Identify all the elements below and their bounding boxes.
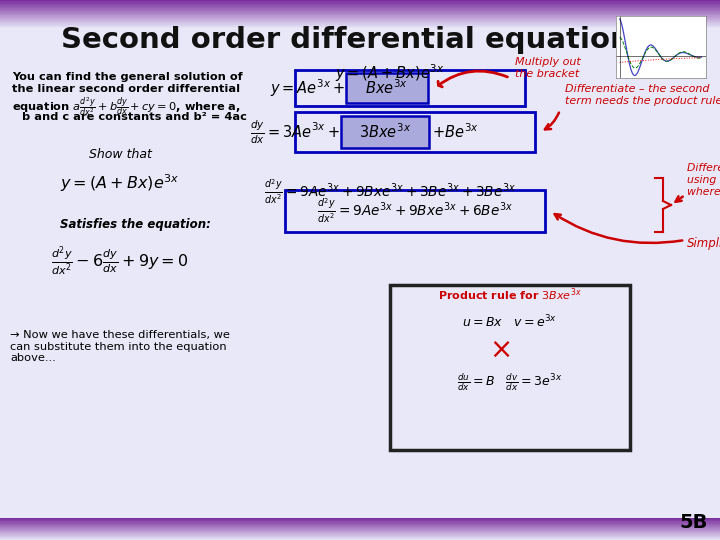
Text: Product rule for $3Bxe^{3x}$: Product rule for $3Bxe^{3x}$ [438, 287, 582, 303]
Bar [0, 9, 720, 10]
Text: → Now we have these differentials, we
can substitute them into the equation
abov: → Now we have these differentials, we ca… [10, 330, 230, 363]
Bar [0, 528, 720, 529]
Text: Multiply out
the bracket: Multiply out the bracket [515, 57, 581, 79]
Text: Differentiate again,
using the product rule
where needed: Differentiate again, using the product r… [687, 164, 720, 197]
Bar [295, 70, 525, 106]
Bar [0, 19, 720, 21]
Bar [0, 12, 720, 14]
Text: $Bxe^{3x}$: $Bxe^{3x}$ [366, 79, 408, 97]
Text: $\frac{du}{dx} = B \quad \frac{dv}{dx} = 3e^{3x}$: $\frac{du}{dx} = B \quad \frac{dv}{dx} =… [457, 371, 563, 393]
Text: $\frac{dy}{dx} = 3Ae^{3x}+$: $\frac{dy}{dx} = 3Ae^{3x}+$ [250, 118, 340, 146]
Bar [0, 526, 720, 527]
Bar [0, 26, 720, 28]
Text: $\times$: $\times$ [490, 336, 510, 364]
Bar [0, 1, 720, 2]
Bar [0, 15, 720, 16]
Bar [0, 538, 720, 539]
Bar [0, 533, 720, 534]
Text: $+Be^{3x}$: $+Be^{3x}$ [432, 123, 479, 141]
Text: equation $a\frac{d^2y}{dx^2} + b\frac{dy}{dx} + cy = 0$, where a,: equation $a\frac{d^2y}{dx^2} + b\frac{dy… [12, 95, 240, 118]
Bar [295, 112, 535, 152]
Text: $\frac{d^2y}{dx^2} - 6\frac{dy}{dx} + 9y = 0$: $\frac{d^2y}{dx^2} - 6\frac{dy}{dx} + 9y… [51, 244, 189, 278]
Bar [0, 16, 720, 17]
Bar [0, 21, 720, 22]
Text: Differentiate – the second
term needs the product rule...: Differentiate – the second term needs th… [565, 84, 720, 106]
Text: $u = Bx \quad v = e^{3x}$: $u = Bx \quad v = e^{3x}$ [462, 314, 557, 330]
Bar [0, 521, 720, 522]
Bar [0, 518, 720, 519]
Text: You can find the general solution of
the linear second order differential: You can find the general solution of the… [12, 72, 243, 93]
Bar [0, 534, 720, 535]
Bar [0, 531, 720, 532]
Bar [0, 11, 720, 12]
Bar [0, 525, 720, 526]
Bar [0, 6, 720, 7]
Bar [0, 5, 720, 6]
Bar [0, 8, 720, 9]
Text: 5B: 5B [680, 513, 708, 532]
Bar [0, 539, 720, 540]
Bar [0, 522, 720, 523]
Text: $3Bxe^{3x}$: $3Bxe^{3x}$ [359, 123, 411, 141]
Bar [0, 23, 720, 24]
Bar [0, 10, 720, 11]
Text: Second order differential equations: Second order differential equations [61, 26, 649, 54]
Text: $y = Ae^{3x} + $: $y = Ae^{3x} + $ [270, 77, 345, 99]
Bar [0, 3, 720, 4]
Bar [0, 14, 720, 15]
Bar [341, 116, 429, 148]
Bar [0, 17, 720, 18]
Bar [0, 2, 720, 3]
Bar [0, 0, 720, 1]
Bar [0, 523, 720, 524]
Text: $y = (A + Bx)e^{3x}$: $y = (A + Bx)e^{3x}$ [60, 172, 180, 194]
Bar [0, 18, 720, 19]
Bar [0, 529, 720, 530]
Bar [0, 4, 720, 5]
Bar [285, 190, 545, 232]
Text: Show that: Show that [89, 148, 151, 161]
Bar [0, 532, 720, 533]
Bar [0, 24, 720, 25]
Bar [0, 520, 720, 521]
Bar [0, 25, 720, 26]
Bar [0, 22, 720, 23]
Text: Satisfies the equation:: Satisfies the equation: [60, 218, 211, 231]
Bar [0, 537, 720, 538]
Bar [390, 285, 630, 450]
Bar [0, 535, 720, 536]
Text: Simplify: Simplify [687, 238, 720, 251]
Bar [346, 73, 428, 103]
Bar [0, 527, 720, 528]
Bar [0, 536, 720, 537]
Bar [0, 519, 720, 520]
Text: $\frac{d^2y}{dx^2} = 9Ae^{3x} + 9Bxe^{3x} + 6Be^{3x}$: $\frac{d^2y}{dx^2} = 9Ae^{3x} + 9Bxe^{3x… [317, 197, 513, 225]
Bar [0, 524, 720, 525]
Bar [0, 7, 720, 8]
Bar [0, 530, 720, 531]
Text: $\frac{d^2y}{dx^2} = 9Ae^{3x} + 9Bxe^{3x} + 3Be^{3x} + 3Be^{3x}$: $\frac{d^2y}{dx^2} = 9Ae^{3x} + 9Bxe^{3x… [264, 178, 516, 206]
Text: b and c are constants and b² = 4ac: b and c are constants and b² = 4ac [22, 112, 247, 122]
Text: $y = (A + Bx)e^{3x}$: $y = (A + Bx)e^{3x}$ [336, 62, 445, 84]
